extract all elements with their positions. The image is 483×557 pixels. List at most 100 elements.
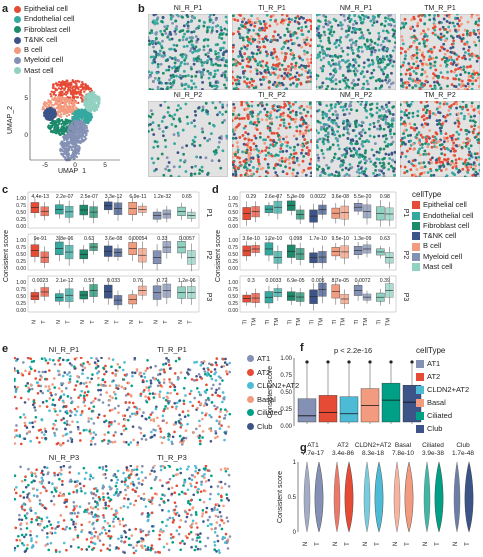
spatial-spot [350, 108, 353, 111]
spatial-spot [444, 39, 447, 42]
spatial-spot [377, 38, 380, 41]
spatial-spot [246, 174, 249, 177]
spatial-spot [368, 157, 371, 160]
p-value-label: 9e-91 [34, 236, 47, 242]
spatial-spot [309, 167, 312, 170]
spatial-spot [384, 17, 387, 20]
spatial-spot [383, 163, 386, 166]
spatial-spot [237, 55, 240, 58]
umap-point [59, 110, 61, 112]
spatial-spot [152, 46, 155, 49]
spatial-spot [319, 138, 322, 141]
spatial-spot [377, 135, 380, 138]
spatial-spot [425, 153, 428, 156]
spatial-spot [269, 139, 272, 142]
umap-point [68, 149, 70, 151]
spatial-spot [216, 113, 219, 116]
spatial-spot [173, 113, 176, 116]
spatial-spot [453, 85, 456, 88]
spatial-spot [378, 109, 381, 112]
spatial-spot [181, 29, 184, 32]
spatial-spot [298, 74, 301, 77]
spatial-spot [158, 127, 161, 130]
spatial-spot [156, 22, 159, 25]
umap-point [70, 157, 72, 159]
spatial-spot [440, 169, 443, 172]
spatial-spot [263, 29, 266, 32]
spatial-spot [158, 82, 161, 85]
umap-point [61, 98, 63, 100]
spatial-spot [327, 167, 330, 170]
spatial-spot [374, 87, 377, 90]
spatial-spot [168, 65, 171, 68]
spatial-spot [428, 129, 431, 132]
spatial-spot [295, 130, 298, 133]
spatial-spot [411, 86, 414, 89]
spatial-spot [367, 59, 370, 62]
spatial-spot [306, 58, 309, 61]
spatial-map [316, 101, 396, 177]
spatial-spot [217, 146, 220, 149]
p-value-label: 3.8e-06 [56, 236, 74, 242]
spatial-spot [404, 124, 407, 127]
spatial-spot [257, 104, 260, 107]
umap-point [79, 91, 81, 93]
spatial-spot [474, 44, 477, 47]
spatial-spot [433, 64, 436, 67]
x-tick-label: T [66, 320, 72, 324]
spatial-spot [383, 58, 386, 61]
spatial-spot [277, 33, 280, 36]
spatial-spot [278, 74, 281, 77]
spatial-spot [408, 112, 411, 115]
spatial-spot [418, 42, 421, 45]
spatial-spot [232, 161, 235, 164]
spatial-spot [300, 29, 303, 32]
umap-point [80, 120, 82, 122]
spatial-spot [302, 160, 305, 163]
spatial-spot [289, 83, 292, 86]
umap-point [58, 118, 60, 120]
spatial-spot [414, 159, 417, 162]
spatial-spot [306, 105, 309, 108]
spatial-spot [436, 119, 439, 122]
umap-point [75, 129, 77, 131]
spatial-spot [455, 158, 458, 161]
spatial-spot [466, 32, 469, 35]
spatial-spot [428, 161, 431, 164]
spatial-spot [423, 84, 426, 87]
spatial-spot [206, 29, 209, 32]
spatial-spot [239, 161, 242, 164]
spatial-spot [406, 82, 409, 85]
spatial-spot [350, 139, 353, 142]
spatial-spot [344, 77, 347, 80]
x-tick-label: N [31, 320, 37, 324]
spatial-spot [263, 20, 266, 23]
spatial-spot [426, 75, 429, 78]
spatial-spot [368, 32, 371, 35]
spatial-spot [270, 51, 273, 54]
spatial-spot [292, 103, 295, 106]
spatial-spot [250, 105, 253, 108]
spatial-spot [403, 120, 406, 123]
spatial-spot [300, 144, 303, 147]
spatial-spot [373, 125, 376, 128]
spatial-spot [352, 129, 355, 132]
spatial-spot [329, 146, 332, 149]
spatial-spot [235, 174, 238, 177]
umap-point [64, 112, 66, 114]
spatial-spot [232, 58, 235, 61]
spatial-spot [223, 27, 226, 30]
spatial-spot [258, 20, 261, 23]
spatial-spot [340, 106, 343, 109]
spatial-spot [195, 57, 198, 60]
spatial-spot [346, 123, 349, 126]
spatial-spot [434, 61, 437, 64]
spatial-spot [341, 168, 344, 171]
spatial-spot [288, 122, 291, 125]
umap-point [61, 144, 63, 146]
spatial-spot [463, 117, 466, 120]
y-tick-label: 0.75 [228, 203, 238, 209]
spatial-spot [262, 76, 265, 79]
spatial-spot [385, 110, 388, 113]
spatial-spot [318, 36, 321, 39]
